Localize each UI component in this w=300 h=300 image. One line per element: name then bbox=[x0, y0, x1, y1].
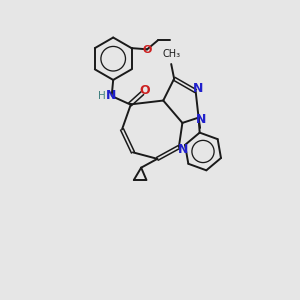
Text: H: H bbox=[98, 91, 106, 100]
Text: CH₃: CH₃ bbox=[162, 49, 180, 59]
Text: N: N bbox=[196, 112, 207, 126]
Text: N: N bbox=[106, 89, 116, 102]
Text: N: N bbox=[178, 143, 188, 156]
Text: N: N bbox=[193, 82, 203, 95]
Text: O: O bbox=[142, 45, 152, 55]
Text: O: O bbox=[140, 84, 150, 97]
